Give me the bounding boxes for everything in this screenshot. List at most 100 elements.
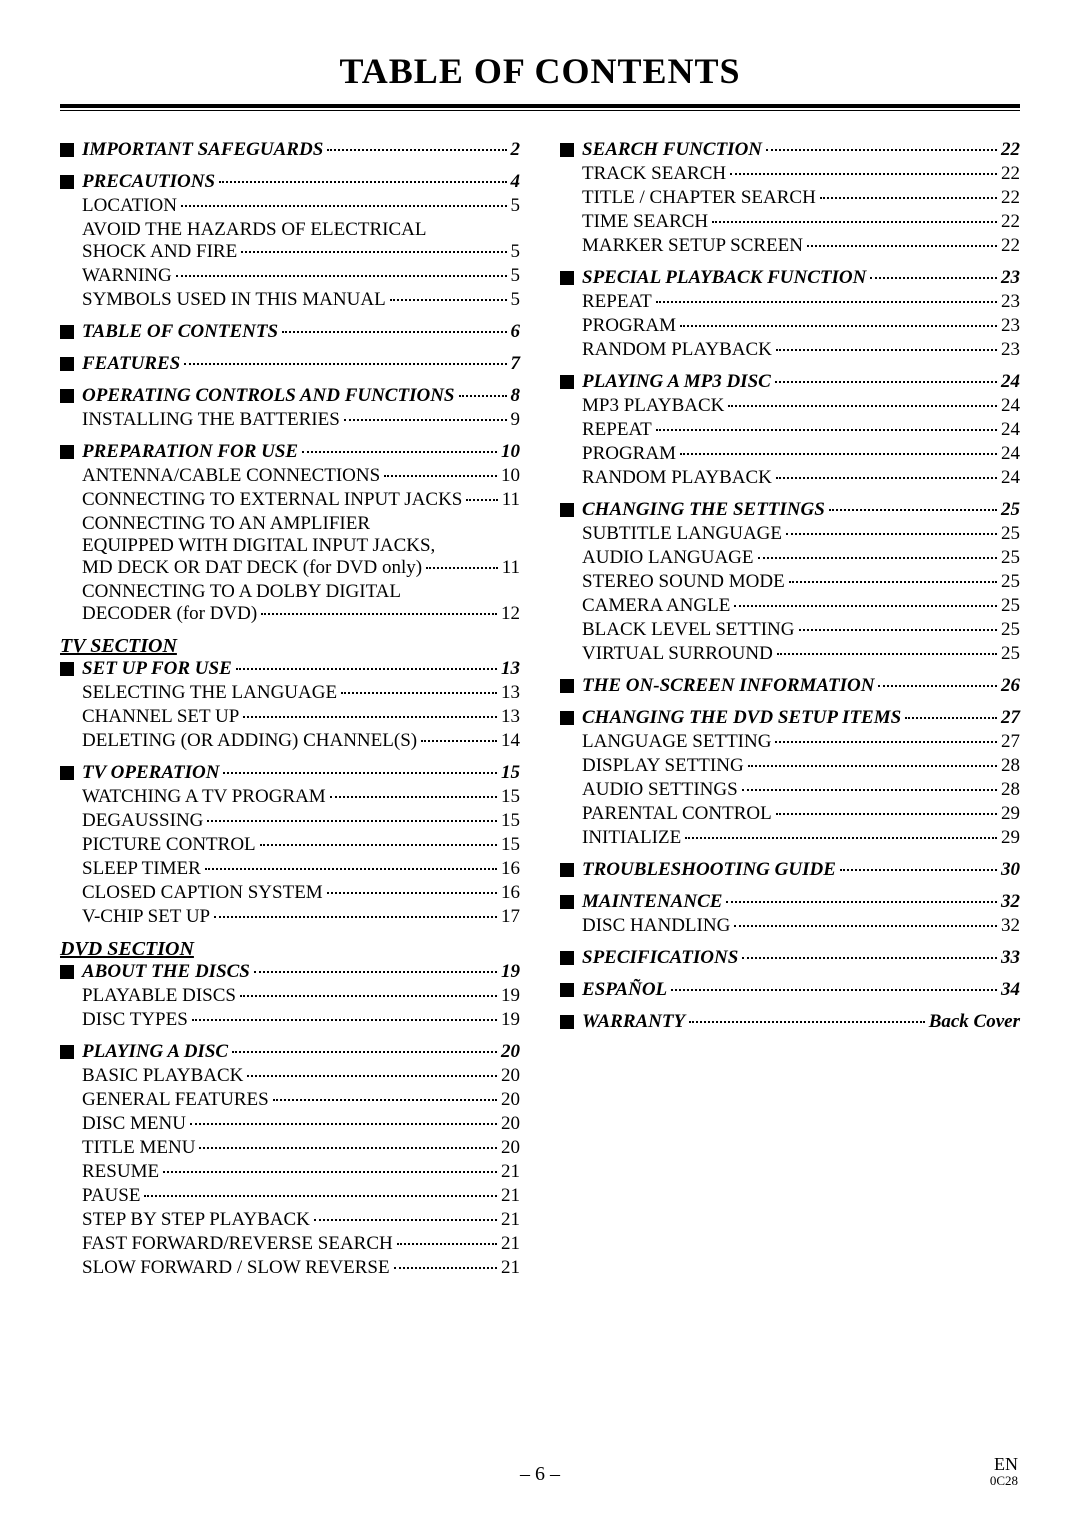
toc-chapter-label: FEATURES: [82, 353, 180, 375]
toc-sub: SLOW FORWARD / SLOW REVERSE21: [82, 1257, 520, 1279]
toc-sub-label: SELECTING THE LANGUAGE: [82, 682, 337, 704]
leader-dots: [254, 971, 497, 973]
leader-dots: [789, 581, 997, 583]
leader-dots: [240, 995, 497, 997]
leader-dots: [776, 813, 997, 815]
leader-dots: [260, 844, 497, 846]
toc-sub: SELECTING THE LANGUAGE13: [82, 682, 520, 704]
bullet-icon: [560, 895, 574, 909]
toc-sub: V-CHIP SET UP17: [82, 906, 520, 928]
toc-sub: PLAYABLE DISCS19: [82, 985, 520, 1007]
toc-sub-label: FAST FORWARD/REVERSE SEARCH: [82, 1233, 393, 1255]
toc-page: 7: [511, 353, 521, 375]
toc-page: 22: [1001, 139, 1020, 161]
toc-sub: MARKER SETUP SCREEN22: [582, 235, 1020, 257]
toc-sub: AUDIO SETTINGS28: [582, 779, 1020, 801]
toc-page: 15: [501, 834, 520, 856]
bullet-icon: [560, 983, 574, 997]
bullet-icon: [560, 503, 574, 517]
toc-page: 21: [501, 1257, 520, 1279]
toc-sub: PROGRAM23: [582, 315, 1020, 337]
toc-sub: TRACK SEARCH22: [582, 163, 1020, 185]
toc-page: 21: [501, 1185, 520, 1207]
toc-sub-line: CONNECTING TO AN AMPLIFIER: [82, 513, 520, 535]
toc-page: 29: [1001, 827, 1020, 849]
toc-sub: BLACK LEVEL SETTING25: [582, 619, 1020, 641]
toc-chapter: TV OPERATION15: [60, 762, 520, 784]
leader-dots: [241, 251, 506, 253]
leader-dots: [144, 1195, 497, 1197]
toc-sub: LANGUAGE SETTING27: [582, 731, 1020, 753]
toc-chapter-label: PLAYING A DISC: [82, 1041, 228, 1063]
toc-chapter: WARRANTYBack Cover: [560, 1011, 1020, 1033]
toc-sub-label: PICTURE CONTROL: [82, 834, 256, 856]
toc-page: 15: [501, 762, 520, 784]
toc-sub-label: BLACK LEVEL SETTING: [582, 619, 795, 641]
toc-sub: REPEAT23: [582, 291, 1020, 313]
toc-sub-label: DEGAUSSING: [82, 810, 203, 832]
leader-dots: [273, 1099, 497, 1101]
bullet-icon: [560, 375, 574, 389]
toc-sub-multi: AVOID THE HAZARDS OF ELECTRICALSHOCK AND…: [82, 219, 520, 263]
toc-page: 21: [501, 1233, 520, 1255]
toc-chapter-label: PRECAUTIONS: [82, 171, 215, 193]
leader-dots: [314, 1219, 497, 1221]
toc-sub-lastline: SHOCK AND FIRE5: [82, 241, 520, 263]
toc-sub: DISC MENU20: [82, 1113, 520, 1135]
toc-sub-label: PLAYABLE DISCS: [82, 985, 236, 1007]
toc-chapter: SET UP FOR USE13: [60, 658, 520, 680]
toc-page: 15: [501, 810, 520, 832]
toc-chapter: THE ON-SCREEN INFORMATION26: [560, 675, 1020, 697]
toc-sub: DISC HANDLING32: [582, 915, 1020, 937]
leader-dots: [247, 1075, 497, 1077]
toc-page: 23: [1001, 339, 1020, 361]
toc-sub: DISPLAY SETTING28: [582, 755, 1020, 777]
toc-chapter-label: CHANGING THE DVD SETUP ITEMS: [582, 707, 901, 729]
toc-sub: DELETING (OR ADDING) CHANNEL(S)14: [82, 730, 520, 752]
bullet-icon: [60, 766, 74, 780]
toc-page: Back Cover: [929, 1011, 1020, 1033]
toc-sub: WATCHING A TV PROGRAM15: [82, 786, 520, 808]
toc-sub: ANTENNA/CABLE CONNECTIONS10: [82, 465, 520, 487]
toc-chapter: PREPARATION FOR USE10: [60, 441, 520, 463]
leader-dots: [426, 567, 498, 569]
toc-sub-label: REPEAT: [582, 419, 652, 441]
toc-page: 13: [501, 706, 520, 728]
leader-dots: [776, 477, 997, 479]
leader-dots: [384, 475, 497, 477]
toc-sub-label: CLOSED CAPTION SYSTEM: [82, 882, 323, 904]
toc-page: 28: [1001, 755, 1020, 777]
toc-sub: VIRTUAL SURROUND25: [582, 643, 1020, 665]
leader-dots: [734, 605, 997, 607]
toc-page: 9: [511, 409, 521, 431]
leader-dots: [199, 1147, 497, 1149]
leader-dots: [671, 989, 997, 991]
toc-sub: AUDIO LANGUAGE25: [582, 547, 1020, 569]
bullet-icon: [560, 143, 574, 157]
toc-page: 24: [1001, 443, 1020, 465]
toc-sub-label: WATCHING A TV PROGRAM: [82, 786, 326, 808]
toc-sub: SYMBOLS USED IN THIS MANUAL5: [82, 289, 520, 311]
toc-page: 33: [1001, 947, 1020, 969]
footer-lang: EN: [990, 1455, 1018, 1474]
toc-page: 25: [1001, 595, 1020, 617]
page-number: – 6 –: [0, 1463, 1080, 1486]
toc-page: 14: [501, 730, 520, 752]
toc-page: 34: [1001, 979, 1020, 1001]
toc-page: 22: [1001, 235, 1020, 257]
toc-sub-label: TRACK SEARCH: [582, 163, 726, 185]
leader-dots: [459, 395, 507, 397]
bullet-icon: [560, 863, 574, 877]
toc-sub-label: AUDIO SETTINGS: [582, 779, 738, 801]
toc-page: 32: [1001, 915, 1020, 937]
rule-thin: [60, 110, 1020, 111]
toc-sub: INITIALIZE29: [582, 827, 1020, 849]
leader-dots: [776, 349, 997, 351]
toc-page: 17: [501, 906, 520, 928]
toc-sub-label: REPEAT: [582, 291, 652, 313]
toc-chapter: CHANGING THE DVD SETUP ITEMS27: [560, 707, 1020, 729]
toc-sub: PICTURE CONTROL 15: [82, 834, 520, 856]
page-title: TABLE OF CONTENTS: [60, 50, 1020, 92]
toc-page: 8: [511, 385, 521, 407]
leader-dots: [214, 916, 497, 918]
